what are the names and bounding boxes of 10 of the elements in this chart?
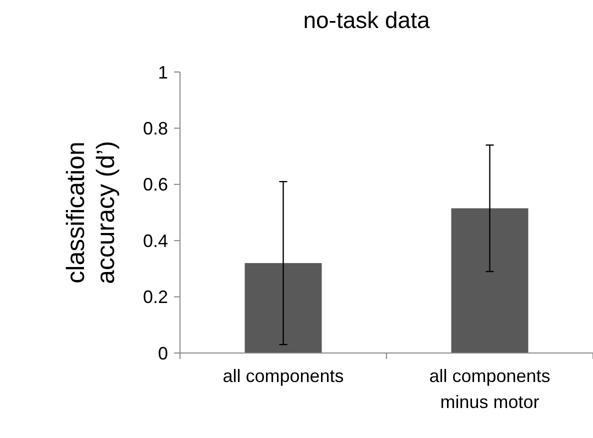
x-tick-label: all components [222, 366, 344, 386]
y-tick-label: 0.6 [142, 174, 168, 195]
y-tick-label: 1 [158, 62, 168, 82]
y-tick-label: 0 [158, 343, 168, 364]
y-tick-label: 0.8 [142, 118, 168, 138]
y-tick-label: 0.2 [142, 287, 168, 308]
y-axis-title: classification accuracy (d’) [62, 140, 120, 284]
y-tick-label: 0.4 [142, 230, 168, 251]
chart-title: no-task data [303, 7, 430, 33]
x-tick-label: all components minus motor [429, 366, 550, 412]
